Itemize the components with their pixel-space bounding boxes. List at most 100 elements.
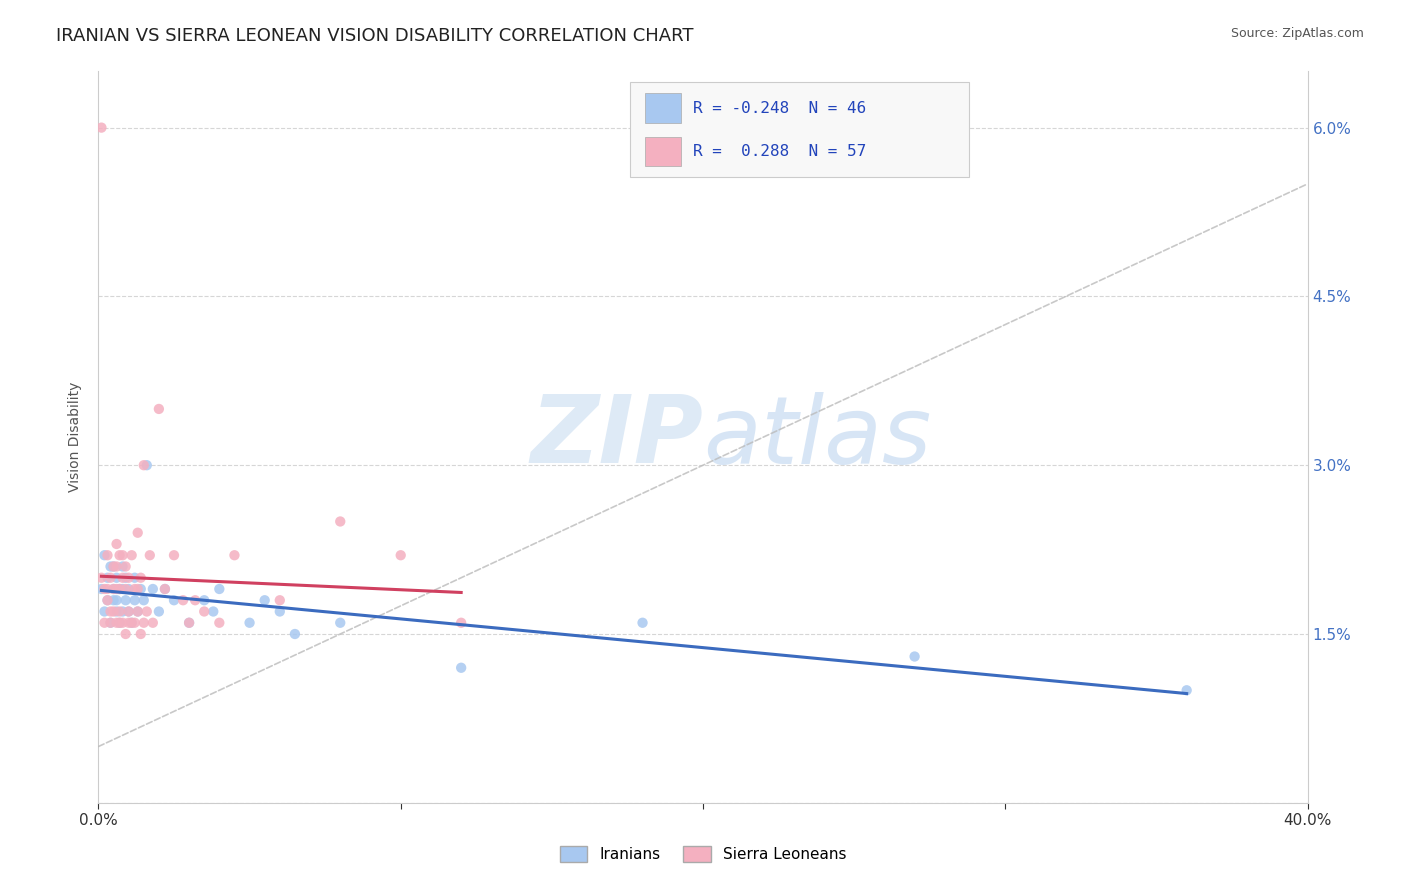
Point — [100, 559, 122, 574]
Text: atlas: atlas — [703, 392, 931, 483]
Point — [118, 605, 141, 619]
Point — [129, 571, 152, 585]
Point — [103, 559, 125, 574]
Point — [100, 605, 122, 619]
Text: Source: ZipAtlas.com: Source: ZipAtlas.com — [1230, 27, 1364, 40]
Point — [100, 571, 122, 585]
FancyBboxPatch shape — [630, 82, 969, 178]
Point — [114, 593, 136, 607]
Point — [105, 559, 128, 574]
Point — [108, 548, 131, 562]
Point — [179, 615, 201, 630]
Point — [202, 605, 225, 619]
Point — [93, 615, 115, 630]
Point — [100, 615, 122, 630]
Point — [105, 615, 128, 630]
Point — [121, 615, 143, 630]
Point — [284, 627, 307, 641]
Point — [111, 559, 134, 574]
Point — [239, 615, 262, 630]
Point — [103, 559, 125, 574]
Point — [90, 571, 112, 585]
Point — [163, 593, 186, 607]
Point — [127, 582, 149, 596]
Point — [111, 548, 134, 562]
Point — [124, 582, 146, 596]
Point — [139, 548, 162, 562]
Point — [105, 537, 128, 551]
Point — [269, 605, 291, 619]
Point — [172, 593, 194, 607]
Point — [103, 582, 125, 596]
Point — [179, 615, 201, 630]
Point — [631, 615, 654, 630]
Point — [184, 593, 207, 607]
Legend: Iranians, Sierra Leoneans: Iranians, Sierra Leoneans — [554, 840, 852, 868]
Point — [111, 582, 134, 596]
Point — [108, 582, 131, 596]
FancyBboxPatch shape — [645, 94, 682, 122]
Point — [100, 615, 122, 630]
Point — [1175, 683, 1198, 698]
Point — [329, 515, 352, 529]
Point — [163, 548, 186, 562]
Point — [108, 615, 131, 630]
Point — [103, 605, 125, 619]
Point — [90, 582, 112, 596]
Point — [108, 605, 131, 619]
Text: IRANIAN VS SIERRA LEONEAN VISION DISABILITY CORRELATION CHART: IRANIAN VS SIERRA LEONEAN VISION DISABIL… — [56, 27, 693, 45]
Point — [208, 615, 231, 630]
Point — [111, 615, 134, 630]
Point — [329, 615, 352, 630]
Point — [253, 593, 276, 607]
Point — [103, 582, 125, 596]
Point — [193, 605, 215, 619]
Point — [118, 615, 141, 630]
Point — [142, 582, 165, 596]
Point — [148, 401, 170, 416]
Point — [124, 571, 146, 585]
Point — [127, 605, 149, 619]
Point — [153, 582, 176, 596]
Point — [105, 593, 128, 607]
Point — [132, 615, 155, 630]
Point — [111, 571, 134, 585]
Point — [96, 571, 118, 585]
Point — [135, 605, 157, 619]
Point — [135, 458, 157, 473]
Point — [269, 593, 291, 607]
Text: R = -0.248  N = 46: R = -0.248 N = 46 — [693, 101, 866, 115]
Point — [450, 615, 472, 630]
Point — [96, 582, 118, 596]
Point — [96, 593, 118, 607]
Point — [93, 582, 115, 596]
Point — [129, 627, 152, 641]
Point — [450, 661, 472, 675]
Point — [105, 605, 128, 619]
Text: R =  0.288  N = 57: R = 0.288 N = 57 — [693, 145, 866, 160]
Point — [108, 615, 131, 630]
Point — [111, 605, 134, 619]
Point — [127, 605, 149, 619]
Point — [124, 615, 146, 630]
Point — [132, 458, 155, 473]
Point — [904, 649, 927, 664]
Point — [142, 615, 165, 630]
Point — [129, 582, 152, 596]
Point — [114, 582, 136, 596]
Point — [208, 582, 231, 596]
Point — [193, 593, 215, 607]
Point — [114, 559, 136, 574]
Point — [389, 548, 412, 562]
Point — [90, 120, 112, 135]
Point — [103, 593, 125, 607]
Point — [114, 571, 136, 585]
Point — [121, 548, 143, 562]
Point — [153, 582, 176, 596]
FancyBboxPatch shape — [645, 137, 682, 167]
Point — [118, 571, 141, 585]
Point — [96, 548, 118, 562]
Point — [118, 605, 141, 619]
Point — [118, 582, 141, 596]
Point — [93, 605, 115, 619]
